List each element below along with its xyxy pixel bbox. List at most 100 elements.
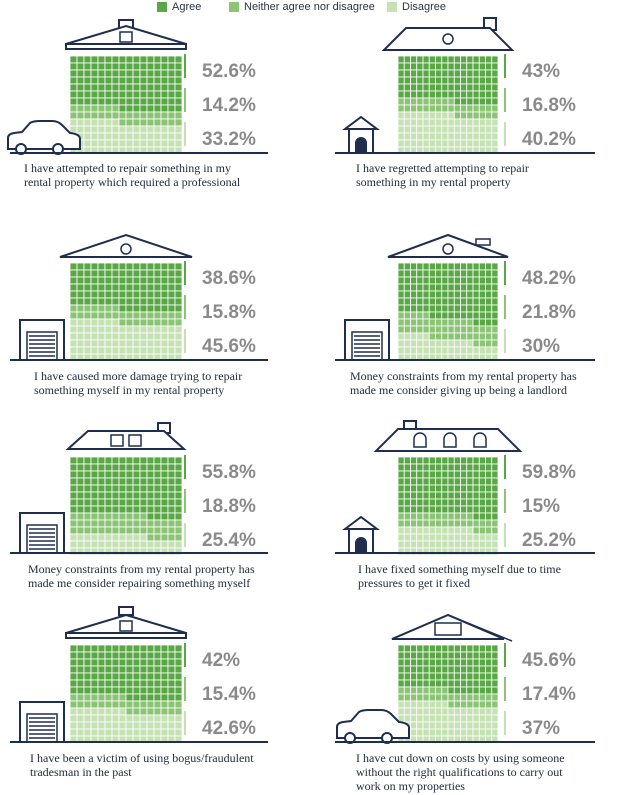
grid-cell: [428, 714, 436, 723]
grid-cell: [472, 346, 480, 355]
grid-cell: [90, 721, 99, 730]
grid-cell: [97, 651, 106, 660]
grid-cell: [111, 721, 120, 730]
grid-cell: [435, 76, 443, 85]
grid-cell: [76, 304, 85, 313]
grid-cell: [441, 463, 449, 472]
grid-cell: [428, 456, 436, 465]
grid-cell: [174, 491, 183, 500]
grid-cell: [132, 721, 141, 730]
grid-cell: [460, 672, 468, 681]
grid-cell: [153, 519, 162, 528]
grid-cell: [485, 346, 493, 355]
grid-cell: [478, 90, 486, 99]
grid-cell: [466, 83, 474, 92]
grid-cell: [466, 700, 474, 709]
grid-cell: [146, 104, 155, 113]
grid-cell: [472, 665, 480, 674]
grid-cell: [422, 339, 430, 348]
grid-cell: [76, 311, 85, 320]
grid-cell: [416, 118, 424, 127]
grid-cell: [491, 132, 499, 141]
grid-cell: [403, 714, 411, 723]
grid-cell: [83, 526, 92, 535]
grid-cell: [90, 540, 99, 549]
grid-cell: [422, 55, 430, 64]
grid-cell: [428, 484, 436, 493]
grid-cell: [453, 679, 461, 688]
grid-cell: [160, 332, 169, 341]
grid-cell: [167, 519, 176, 528]
grid-cell: [491, 512, 499, 521]
grid-cell: [416, 484, 424, 493]
grid-cell: [491, 665, 499, 674]
grid-cell: [478, 332, 486, 341]
grid-cell: [403, 269, 411, 278]
grid-cell: [441, 512, 449, 521]
grid-cell: [160, 76, 169, 85]
grid-cell: [453, 297, 461, 306]
grid-cell: [76, 700, 85, 709]
grid-cell: [139, 339, 148, 348]
grid-cell: [174, 519, 183, 528]
grid-cell: [146, 304, 155, 313]
grid-cell: [90, 269, 99, 278]
grid-cell: [403, 346, 411, 355]
grid-cell: [90, 139, 99, 148]
grid-cell: [422, 456, 430, 465]
grid-cell: [111, 297, 120, 306]
grid-cell: [435, 519, 443, 528]
grid-cell: [485, 728, 493, 737]
grid-cell: [410, 346, 418, 355]
grid-cell: [422, 346, 430, 355]
grid-cell: [97, 346, 106, 355]
grid-cell: [139, 290, 148, 299]
grid-cell: [422, 533, 430, 542]
grid-cell: [460, 644, 468, 653]
grid-cell: [491, 679, 499, 688]
grid-cell: [460, 311, 468, 320]
grid-cell: [160, 276, 169, 285]
grid-cell: [466, 262, 474, 271]
grid-cell: [146, 728, 155, 737]
grid-cell: [125, 700, 134, 709]
grid-cell: [160, 540, 169, 549]
grid-cell: [118, 693, 127, 702]
grid-cell: [403, 339, 411, 348]
grid-cell: [453, 686, 461, 695]
grid-cell: [69, 83, 78, 92]
grid-cell: [416, 325, 424, 334]
grid-cell: [174, 62, 183, 71]
grid-cell: [104, 665, 113, 674]
grid-cell: [428, 505, 436, 514]
grid-cell: [447, 346, 455, 355]
grid-cell: [97, 679, 106, 688]
grid-cell: [153, 325, 162, 334]
house-grid: [69, 55, 183, 155]
grid-cell: [460, 269, 468, 278]
grid-cell: [447, 339, 455, 348]
grid-cell: [146, 484, 155, 493]
grid-cell: [76, 707, 85, 716]
grid-cell: [97, 470, 106, 479]
grid-cell: [111, 90, 120, 99]
grid-cell: [397, 83, 405, 92]
grid-cell: [104, 672, 113, 681]
grid-cell: [160, 62, 169, 71]
grid-cell: [118, 346, 127, 355]
grid-cell: [76, 728, 85, 737]
grid-cell: [153, 456, 162, 465]
grid-cell: [167, 69, 176, 78]
grid-cell: [472, 644, 480, 653]
grid-cell: [160, 505, 169, 514]
grid-cell: [118, 262, 127, 271]
grid-cell: [76, 714, 85, 723]
grid-cell: [491, 700, 499, 709]
grid-cell: [146, 269, 155, 278]
grid-cell: [466, 139, 474, 148]
grid-cell: [472, 276, 480, 285]
grid-cell: [83, 297, 92, 306]
grid-cell: [160, 69, 169, 78]
grid-cell: [491, 118, 499, 127]
